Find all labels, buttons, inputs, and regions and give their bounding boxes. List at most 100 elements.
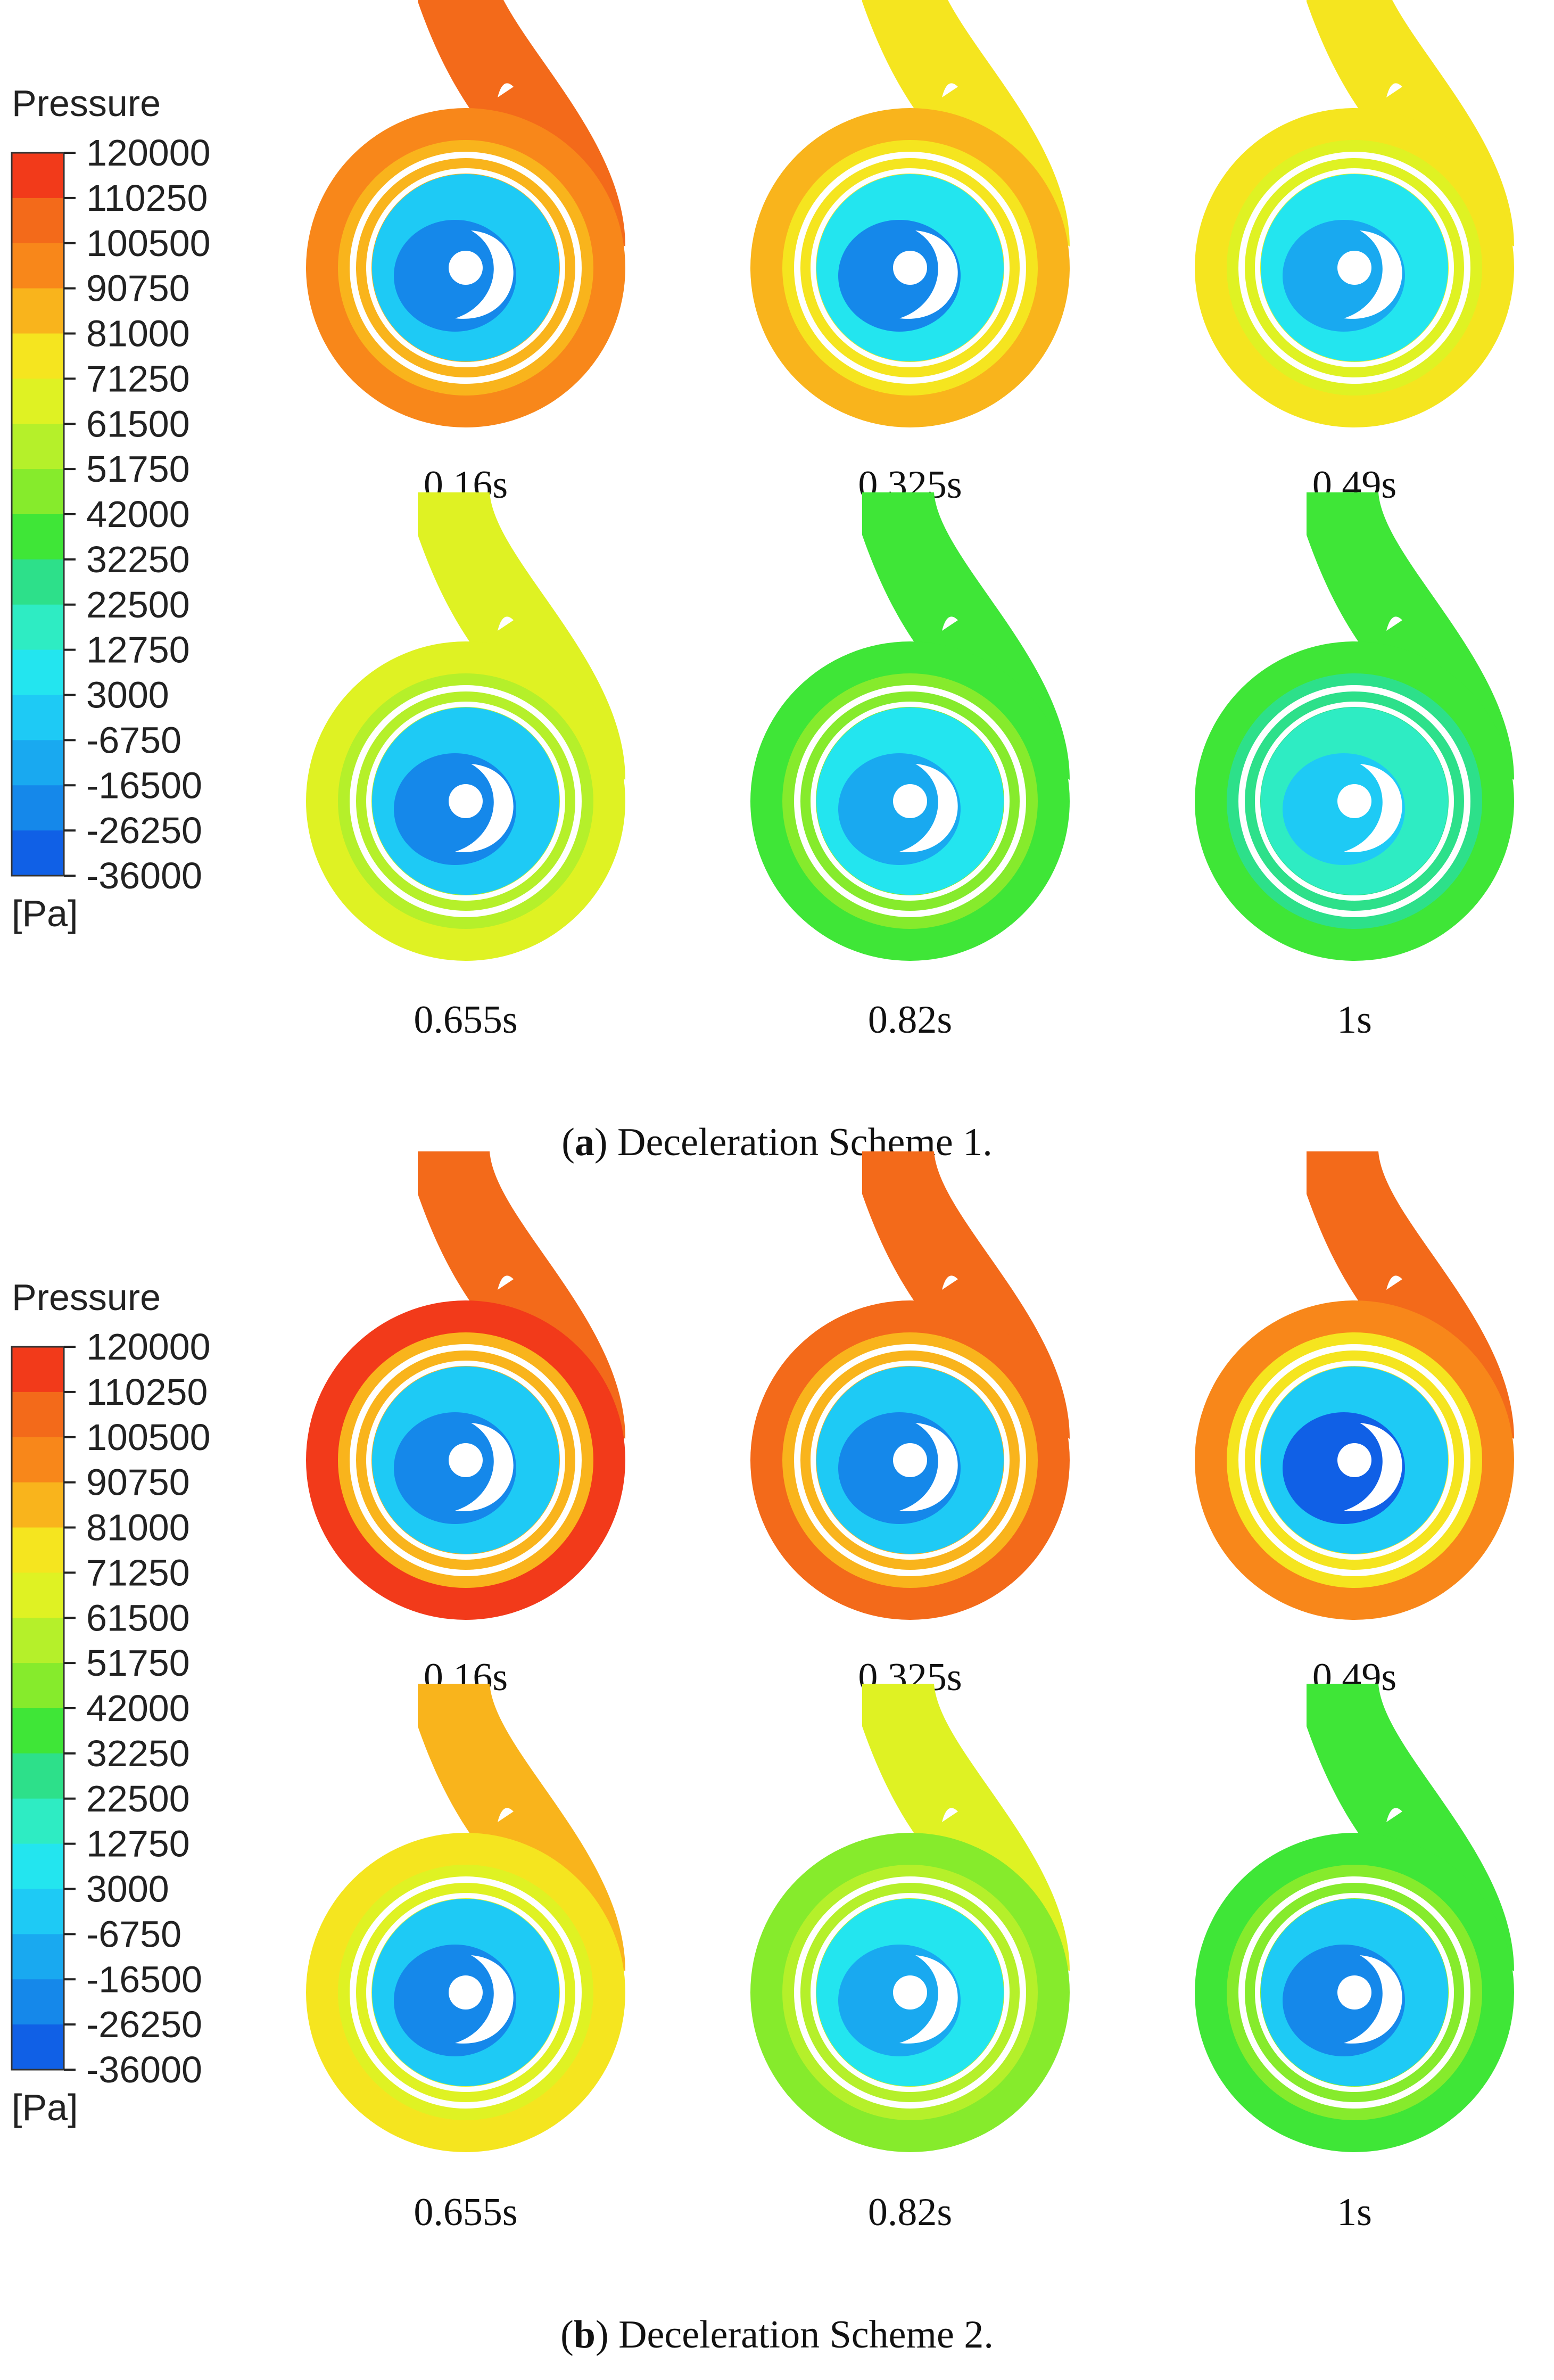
pump-contour xyxy=(750,492,1070,961)
pump-contour xyxy=(750,1151,1070,1620)
impeller-outer-boundary xyxy=(350,1344,582,1576)
impeller-blade xyxy=(1344,1955,1402,2044)
impeller-blade xyxy=(455,1955,514,2044)
legend-tick-label: -16500 xyxy=(86,1958,202,2000)
impeller-outer-boundary xyxy=(794,152,1026,384)
legend-color-band xyxy=(12,1843,64,1890)
legend-tick-label: 32250 xyxy=(86,1733,190,1774)
impeller-hub xyxy=(893,251,927,285)
impeller-inner-boundary xyxy=(366,1361,565,1560)
impeller-outer-boundary xyxy=(1238,685,1470,917)
legend-color-band xyxy=(12,424,64,470)
volute-tongue xyxy=(942,83,958,97)
impeller-blade xyxy=(455,230,514,319)
volute-tongue xyxy=(498,1275,514,1290)
pressure-legend: Pressure 12000011025010050090750810007125… xyxy=(11,1277,211,2128)
legend-tick-label: 61500 xyxy=(86,1597,190,1638)
volute-tongue xyxy=(1386,616,1402,631)
legend-tick-label: -26250 xyxy=(86,2004,202,2045)
legend-tick-label: 42000 xyxy=(86,493,190,535)
legend-tick-label: 61500 xyxy=(86,403,190,444)
time-label: 0.655s xyxy=(414,2190,517,2234)
legend-tick-label: -36000 xyxy=(86,855,202,896)
impeller-inner-boundary xyxy=(1255,1893,1454,2092)
impeller-blade xyxy=(1344,1423,1402,1511)
impeller-blade xyxy=(899,764,958,852)
legend-color-band xyxy=(12,1708,64,1754)
legend-color-band xyxy=(12,785,64,831)
legend-tick-label: 71250 xyxy=(86,358,190,399)
legend-color-band xyxy=(12,559,64,605)
impeller-hub xyxy=(1337,1443,1371,1477)
pump-contour xyxy=(750,1684,1070,2152)
legend-color-band xyxy=(12,1979,64,2025)
impeller-blade xyxy=(455,764,514,852)
impeller-inner-boundary xyxy=(1255,168,1454,367)
legend-color-band xyxy=(12,1934,64,1980)
legend-tick-label: 90750 xyxy=(86,268,190,309)
legend-color-band xyxy=(12,1663,64,1709)
pump-contour xyxy=(306,492,625,961)
legend-tick-label: 100500 xyxy=(86,1417,211,1458)
impeller-blade xyxy=(1344,230,1402,319)
legend-color-band xyxy=(12,1437,64,1483)
volute-tongue xyxy=(942,616,958,631)
legend-color-band xyxy=(12,197,64,244)
legend-tick-label: 51750 xyxy=(86,448,190,490)
caption-label: a xyxy=(575,1121,594,1164)
time-label: 0.82s xyxy=(868,2190,952,2234)
impeller-outer-boundary xyxy=(350,1876,582,2109)
legend-tick-label: 22500 xyxy=(86,584,190,625)
impeller-inner-boundary xyxy=(811,702,1010,901)
volute-tongue xyxy=(1386,83,1402,97)
legend-tick-label: 32250 xyxy=(86,539,190,580)
legend-color-band xyxy=(12,1347,64,1393)
legend-tick-label: 12750 xyxy=(86,1823,190,1865)
legend-color-band xyxy=(12,1391,64,1438)
legend-tick-label: 110250 xyxy=(86,1371,208,1413)
legend-tick-label: -36000 xyxy=(86,2049,202,2090)
legend-color-band xyxy=(12,1572,64,1619)
impeller-blade xyxy=(899,1955,958,2044)
legend-tick-label: -6750 xyxy=(86,719,181,761)
legend-tick-label: 22500 xyxy=(86,1778,190,1819)
impeller-hub xyxy=(449,1443,483,1477)
legend-tick-label: 120000 xyxy=(86,1326,211,1368)
impeller-blade xyxy=(455,1423,514,1511)
legend-tick-label: 110250 xyxy=(86,177,208,219)
pump-contour xyxy=(306,1151,625,1620)
impeller-inner-boundary xyxy=(1255,1361,1454,1560)
impeller-outer-boundary xyxy=(794,685,1026,917)
legend-color-band xyxy=(12,740,64,786)
legend-color-band xyxy=(12,604,64,650)
legend-title: Pressure xyxy=(12,1277,161,1318)
legend-color-band xyxy=(12,1753,64,1799)
impeller-outer-boundary xyxy=(1238,1344,1470,1576)
impeller-hub xyxy=(893,1443,927,1477)
legend-tick-label: 3000 xyxy=(86,674,169,716)
impeller-inner-boundary xyxy=(366,702,565,901)
volute-tongue xyxy=(498,83,514,97)
legend-tick-label: -16500 xyxy=(86,764,202,806)
pump-contour xyxy=(1195,1151,1514,1620)
legend-tick-label: 90750 xyxy=(86,1462,190,1503)
legend-color-band xyxy=(12,830,64,876)
legend-color-band xyxy=(12,469,64,515)
impeller-hub xyxy=(1337,251,1371,285)
legend-tick-label: 42000 xyxy=(86,1687,190,1729)
impeller-outer-boundary xyxy=(1238,152,1470,384)
legend-color-band xyxy=(12,153,64,199)
impeller-inner-boundary xyxy=(366,1893,565,2092)
time-label: 1s xyxy=(1337,2190,1372,2234)
impeller-hub xyxy=(893,784,927,818)
pump-contour xyxy=(750,0,1070,427)
legend-color-band xyxy=(12,333,64,380)
legend-tick-label: 120000 xyxy=(86,132,211,174)
pressure-legend: Pressure 12000011025010050090750810007125… xyxy=(11,83,211,934)
legend-tick-label: 81000 xyxy=(86,1507,190,1549)
caption-open-paren: ( xyxy=(560,2313,574,2357)
legend-tick-label: 3000 xyxy=(86,1868,169,1910)
